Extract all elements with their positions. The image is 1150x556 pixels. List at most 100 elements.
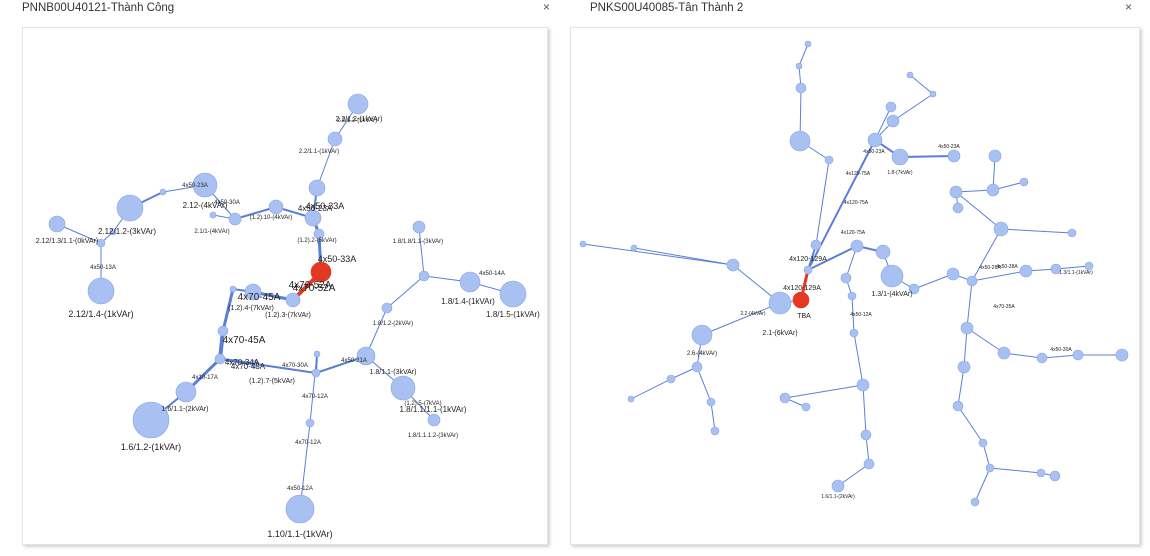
load-node[interactable]	[880, 264, 904, 288]
load-node[interactable]	[691, 324, 713, 346]
load-node[interactable]	[1067, 228, 1077, 238]
network-graph[interactable]: 4x120-129A 4x120-129A TBA 2.1-(6kVAr) 2.2-(4…	[571, 28, 1139, 544]
load-node[interactable]	[285, 494, 315, 524]
edge-line[interactable]	[582, 243, 734, 266]
edge-line[interactable]	[784, 384, 864, 399]
load-node[interactable]	[217, 325, 229, 337]
load-node[interactable]	[908, 283, 920, 295]
load-node[interactable]	[311, 368, 321, 378]
edge-line[interactable]	[254, 363, 317, 374]
load-node[interactable]	[192, 172, 218, 198]
load-node[interactable]	[327, 131, 343, 147]
network-canvas[interactable]: 4x70-52A 4x50-33A 4x70-52A 4x50-23A 4x50-33A…	[22, 27, 548, 545]
edge-line[interactable]	[1000, 228, 1073, 234]
edge-line[interactable]	[218, 357, 257, 366]
load-node[interactable]	[347, 93, 369, 115]
load-node[interactable]	[952, 400, 964, 412]
edge-line[interactable]	[710, 401, 716, 432]
load-node[interactable]	[87, 277, 115, 305]
load-node[interactable]	[1050, 263, 1062, 275]
load-node[interactable]	[885, 101, 897, 113]
load-node[interactable]	[831, 479, 845, 493]
edge-line[interactable]	[1055, 265, 1090, 270]
load-node[interactable]	[960, 321, 974, 335]
edge-line[interactable]	[955, 191, 1002, 230]
load-node[interactable]	[1115, 348, 1129, 362]
edge-line[interactable]	[966, 327, 1005, 354]
load-node[interactable]	[1072, 349, 1084, 361]
edge-line[interactable]	[851, 295, 855, 334]
load-node[interactable]	[810, 239, 822, 251]
edge-line[interactable]	[957, 366, 965, 407]
load-node[interactable]	[268, 199, 284, 215]
edge-line[interactable]	[989, 467, 1042, 474]
edge-line[interactable]	[982, 442, 991, 469]
edge-line[interactable]	[633, 247, 734, 266]
load-node[interactable]	[957, 360, 971, 374]
load-node[interactable]	[985, 463, 995, 473]
load-node[interactable]	[285, 292, 301, 308]
edge-line[interactable]	[837, 463, 870, 487]
load-node[interactable]	[1084, 261, 1094, 271]
load-node[interactable]	[308, 179, 326, 197]
load-node[interactable]	[867, 132, 883, 148]
load-node[interactable]	[849, 328, 859, 338]
load-node[interactable]	[768, 291, 792, 315]
edge-line[interactable]	[963, 327, 968, 368]
load-node[interactable]	[706, 397, 716, 407]
load-node[interactable]	[795, 62, 803, 70]
edge-line[interactable]	[309, 353, 318, 424]
load-node[interactable]	[860, 429, 872, 441]
load-node[interactable]	[993, 221, 1009, 237]
load-node[interactable]	[952, 202, 964, 214]
load-node[interactable]	[1036, 468, 1046, 478]
load-node[interactable]	[250, 359, 260, 369]
load-node[interactable]	[1019, 264, 1033, 278]
load-node[interactable]	[209, 211, 217, 219]
edge-line[interactable]	[862, 384, 867, 436]
load-node[interactable]	[803, 265, 813, 275]
load-node[interactable]	[824, 155, 834, 165]
load-node[interactable]	[229, 285, 237, 293]
edge-line[interactable]	[221, 287, 235, 333]
load-node[interactable]	[891, 148, 909, 166]
load-node[interactable]	[116, 194, 144, 222]
load-node[interactable]	[48, 215, 66, 233]
close-icon[interactable]: ×	[1124, 0, 1132, 14]
load-node[interactable]	[356, 346, 376, 366]
load-node[interactable]	[801, 402, 811, 412]
edge-line[interactable]	[1041, 354, 1079, 359]
load-node[interactable]	[789, 130, 811, 152]
load-node[interactable]	[412, 220, 426, 234]
load-node[interactable]	[1019, 177, 1029, 187]
load-node[interactable]	[726, 258, 740, 272]
load-node[interactable]	[627, 395, 635, 403]
load-node[interactable]	[929, 90, 937, 98]
load-node[interactable]	[1036, 352, 1048, 364]
load-node[interactable]	[691, 361, 703, 373]
edge-line[interactable]	[299, 422, 311, 510]
load-node[interactable]	[970, 497, 980, 507]
load-node[interactable]	[418, 270, 430, 282]
network-graph[interactable]: 4x70-52A4x50-33A4x70-52A4x50-23A4x50-33A…	[23, 28, 547, 544]
load-node[interactable]	[459, 271, 481, 293]
load-node[interactable]	[988, 149, 1002, 163]
load-node[interactable]	[132, 401, 170, 439]
edge-line[interactable]	[913, 273, 954, 290]
edge-line[interactable]	[798, 43, 809, 67]
load-node[interactable]	[304, 209, 322, 227]
load-node[interactable]	[305, 418, 315, 428]
load-node[interactable]	[390, 375, 416, 401]
edge-line[interactable]	[701, 302, 781, 336]
load-node[interactable]	[381, 302, 393, 314]
edge-line[interactable]	[316, 138, 336, 189]
load-node[interactable]	[214, 353, 226, 365]
load-node[interactable]	[997, 346, 1011, 360]
load-node[interactable]	[906, 71, 914, 79]
edge-line[interactable]	[386, 275, 425, 309]
load-node[interactable]	[856, 378, 870, 392]
load-node[interactable]	[875, 244, 891, 260]
load-node[interactable]	[228, 212, 242, 226]
load-node[interactable]	[804, 40, 812, 48]
edge-line[interactable]	[1003, 352, 1043, 359]
